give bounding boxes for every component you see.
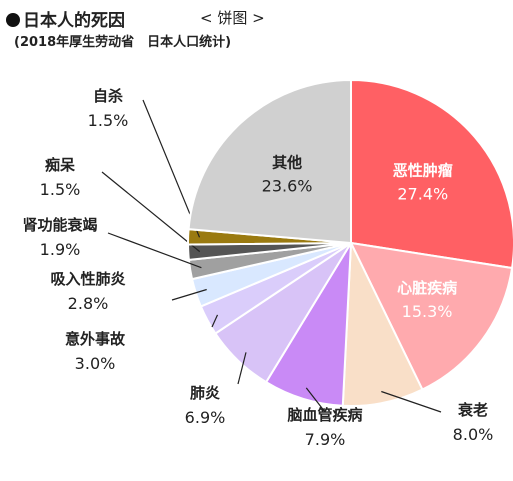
- slice-value-6: 2.8%: [68, 294, 109, 313]
- slice-label-1: 心脏疾病: [397, 279, 457, 297]
- leader-line-6: [171, 288, 207, 301]
- slice-value-1: 15.3%: [402, 302, 453, 321]
- chart-type-label: < 饼图 >: [200, 9, 265, 27]
- pie-slice-1: [349, 241, 513, 391]
- slice-label-7: 肾功能衰竭: [22, 216, 97, 234]
- bullet-icon: [6, 13, 20, 27]
- slice-label-0: 恶性肿瘤: [393, 162, 453, 180]
- chart-title-text: 日本人的死因: [23, 11, 125, 31]
- slice-value-2: 8.0%: [453, 425, 494, 444]
- leader-line-2: [381, 390, 442, 413]
- slice-value-5: 3.0%: [75, 354, 116, 373]
- leader-line-8: [101, 171, 201, 253]
- pie-slice-0: [350, 78, 513, 270]
- slice-label-3: 脑血管疾病: [287, 406, 362, 424]
- slice-value-0: 27.4%: [397, 185, 448, 204]
- leader-line-7: [107, 232, 202, 269]
- slice-label-6: 吸入性肺炎: [50, 270, 125, 288]
- slice-value-3: 7.9%: [305, 430, 346, 449]
- leader-line-3: [305, 387, 326, 413]
- leader-line-4: [237, 352, 247, 385]
- slice-value-7: 1.9%: [40, 240, 81, 259]
- slice-value-9: 1.5%: [88, 111, 129, 130]
- pie-slice-10: [187, 78, 352, 245]
- slice-label-8: 痴呆: [45, 156, 75, 174]
- chart-title: 日本人的死因: [6, 6, 125, 31]
- slice-value-4: 6.9%: [185, 408, 226, 427]
- slice-value-8: 1.5%: [40, 180, 81, 199]
- chart-source: (2018年厚生劳动省 日本人口统计): [14, 35, 232, 50]
- slice-label-2: 衰老: [457, 401, 488, 419]
- slice-label-5: 意外事故: [65, 330, 126, 348]
- slice-label-4: 肺炎: [190, 384, 220, 402]
- slice-value-10: 23.6%: [262, 176, 313, 195]
- slice-label-10: 其他: [272, 153, 302, 171]
- leader-line-5: [211, 314, 219, 328]
- slice-label-9: 自杀: [93, 87, 123, 105]
